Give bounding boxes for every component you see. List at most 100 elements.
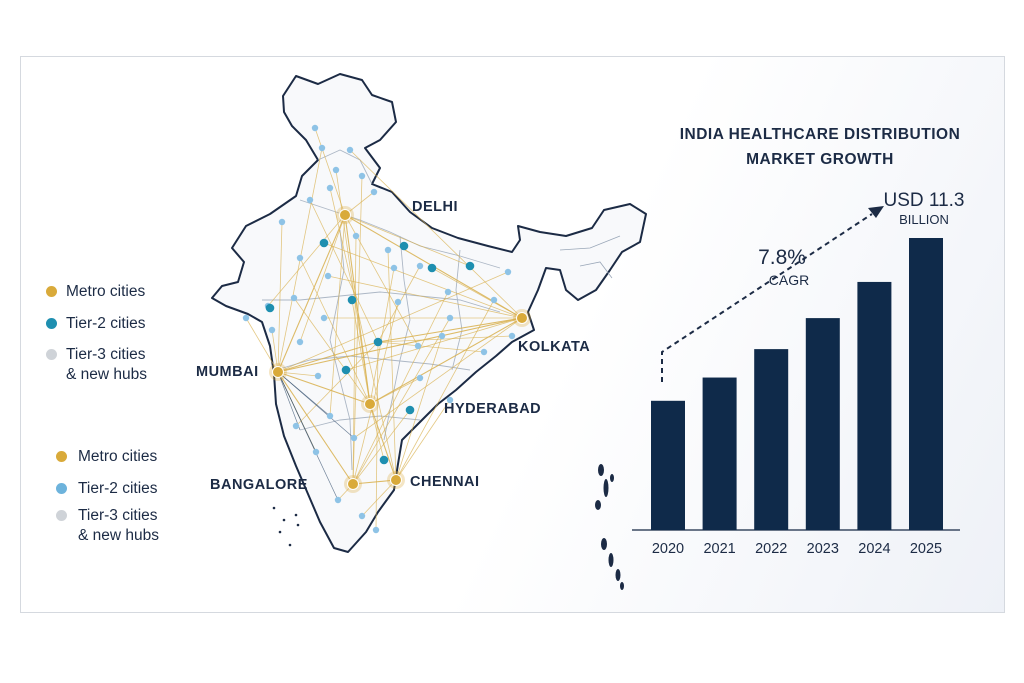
- tier2-node: [265, 303, 275, 313]
- tier3-node: [312, 448, 320, 456]
- tier3-node: [358, 172, 366, 180]
- tier3-node: [332, 166, 340, 174]
- tier2-node: [427, 263, 437, 273]
- metro-node-hyderabad: [364, 398, 376, 410]
- route-line: [395, 299, 495, 481]
- route-line: [277, 371, 354, 485]
- tier3-node: [311, 124, 319, 132]
- route-line: [352, 409, 411, 485]
- route-line: [387, 249, 397, 481]
- route-line: [277, 371, 301, 431]
- growth-trend-arrow: [661, 213, 873, 382]
- metro-node-mumbai: [272, 366, 284, 378]
- tier3-node: [390, 264, 398, 272]
- northeast-borders: [559, 235, 621, 279]
- tier3-node: [370, 188, 378, 196]
- chart-title-line-2: MARKET GROWTH: [746, 151, 894, 168]
- tier3-node: [358, 512, 366, 520]
- tier3-node: [394, 298, 402, 306]
- legend-label: Metro cities: [78, 448, 158, 465]
- route-line: [369, 317, 523, 405]
- bar-2025: [909, 238, 943, 530]
- tier3-node: [350, 434, 358, 442]
- metro-dot-icon: [56, 451, 67, 462]
- route-line: [377, 335, 513, 343]
- tier3-node: [490, 296, 498, 304]
- x-tick-label: 2025: [910, 541, 942, 557]
- route-line: [329, 187, 397, 481]
- route-line: [277, 371, 319, 377]
- tier2-dot-icon: [46, 318, 57, 329]
- route-line: [352, 301, 399, 485]
- bar-2023: [805, 318, 840, 530]
- tier3-node: [326, 184, 334, 192]
- islands: [272, 464, 624, 590]
- tier3-node: [334, 496, 342, 504]
- x-tick-label: 2020: [652, 541, 684, 557]
- tier3-node: [416, 262, 424, 270]
- bar-2021: [702, 377, 737, 530]
- route-line: [353, 317, 523, 439]
- route-line: [375, 341, 379, 531]
- route-line: [277, 317, 523, 373]
- route-line: [277, 221, 283, 373]
- route-line: [299, 257, 371, 405]
- route-line: [352, 235, 357, 485]
- bar-2024: [857, 281, 892, 530]
- tier3-node: [414, 342, 422, 350]
- tier3-node: [504, 268, 512, 276]
- route-line: [361, 479, 397, 517]
- tier3-node: [446, 314, 454, 322]
- tier3-node: [416, 374, 424, 382]
- tier2-node: [373, 337, 383, 347]
- route-line: [344, 214, 371, 405]
- tier2-node: [465, 261, 475, 271]
- india-map-outline: [211, 73, 647, 553]
- city-label-kolkata: KOLKATA: [518, 339, 591, 355]
- cagr-caption-label: CAGR: [769, 272, 809, 288]
- tier3-node: [480, 348, 488, 356]
- route-line: [329, 214, 346, 417]
- tier2-node: [347, 295, 357, 305]
- tier2-node: [319, 238, 329, 248]
- tier3-node: [320, 314, 328, 322]
- tier3-node: [384, 246, 392, 254]
- legend-label: Tier-2 cities: [78, 480, 158, 497]
- bar-2020: [651, 400, 685, 530]
- metro-node-delhi: [339, 209, 351, 221]
- tier3-node: [346, 146, 354, 154]
- tier3-node: [296, 338, 304, 346]
- route-line: [299, 214, 346, 343]
- route-line: [277, 341, 379, 373]
- route-line: [277, 371, 339, 501]
- tier3-dot-icon: [46, 349, 57, 360]
- route-line: [327, 275, 523, 319]
- tier3-node: [278, 218, 286, 226]
- route-line: [377, 341, 485, 353]
- tier2-node: [405, 405, 415, 415]
- route-line: [344, 214, 471, 267]
- metro-node-kolkata: [516, 312, 528, 324]
- arrow-head-icon: [868, 206, 884, 218]
- x-tick-label: 2022: [755, 541, 787, 557]
- tier3-node: [314, 372, 322, 380]
- tier3-node: [306, 196, 314, 204]
- tier3-node: [296, 254, 304, 262]
- tier3-dot-icon: [56, 510, 67, 521]
- city-label-mumbai: MUMBAI: [196, 364, 259, 380]
- legend-label: Metro cities: [66, 283, 146, 300]
- x-tick-label: 2023: [807, 541, 839, 557]
- chart-title-line-1: INDIA HEALTHCARE DISTRIBUTION: [679, 126, 961, 143]
- metro-dot-icon: [46, 286, 57, 297]
- route-line: [271, 329, 279, 373]
- route-line: [323, 242, 523, 319]
- route-line: [267, 214, 346, 307]
- route-line: [369, 267, 395, 405]
- route-line: [352, 479, 397, 485]
- city-nodes: [242, 124, 531, 534]
- tier3-node: [292, 422, 300, 430]
- route-line: [377, 317, 523, 343]
- x-tick-label: 2024: [858, 541, 890, 557]
- x-tick-label: 2021: [703, 541, 735, 557]
